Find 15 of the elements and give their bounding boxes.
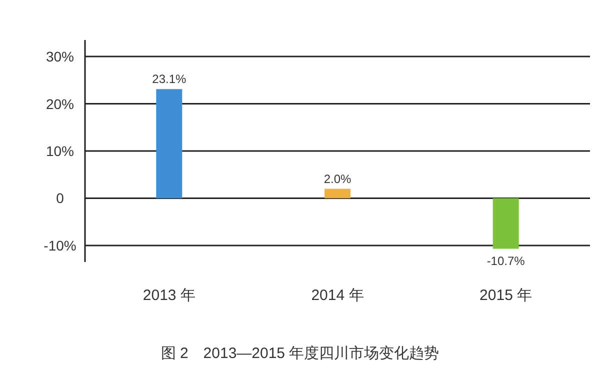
data-label: -10.7% (486, 254, 526, 268)
y-tick-label: 10% (46, 143, 74, 159)
bar (324, 188, 350, 198)
bar (156, 89, 182, 198)
x-tick-label: 2013 年 (142, 287, 196, 304)
x-tick-label: 2014 年 (311, 287, 364, 304)
y-tick-label: 0 (56, 190, 64, 206)
data-label: 2.0% (324, 172, 352, 186)
text: 图 2 2013—2015 年度四川市场变化趋势 (160, 345, 440, 362)
y-tick-label: 30% (46, 48, 74, 65)
data-label: 23.1% (152, 72, 187, 86)
y-tick-label: -10% (44, 237, 76, 254)
y-tick-label: 20% (46, 96, 74, 112)
bar (492, 198, 519, 249)
x-tick-label: 2015 年 (480, 287, 532, 304)
